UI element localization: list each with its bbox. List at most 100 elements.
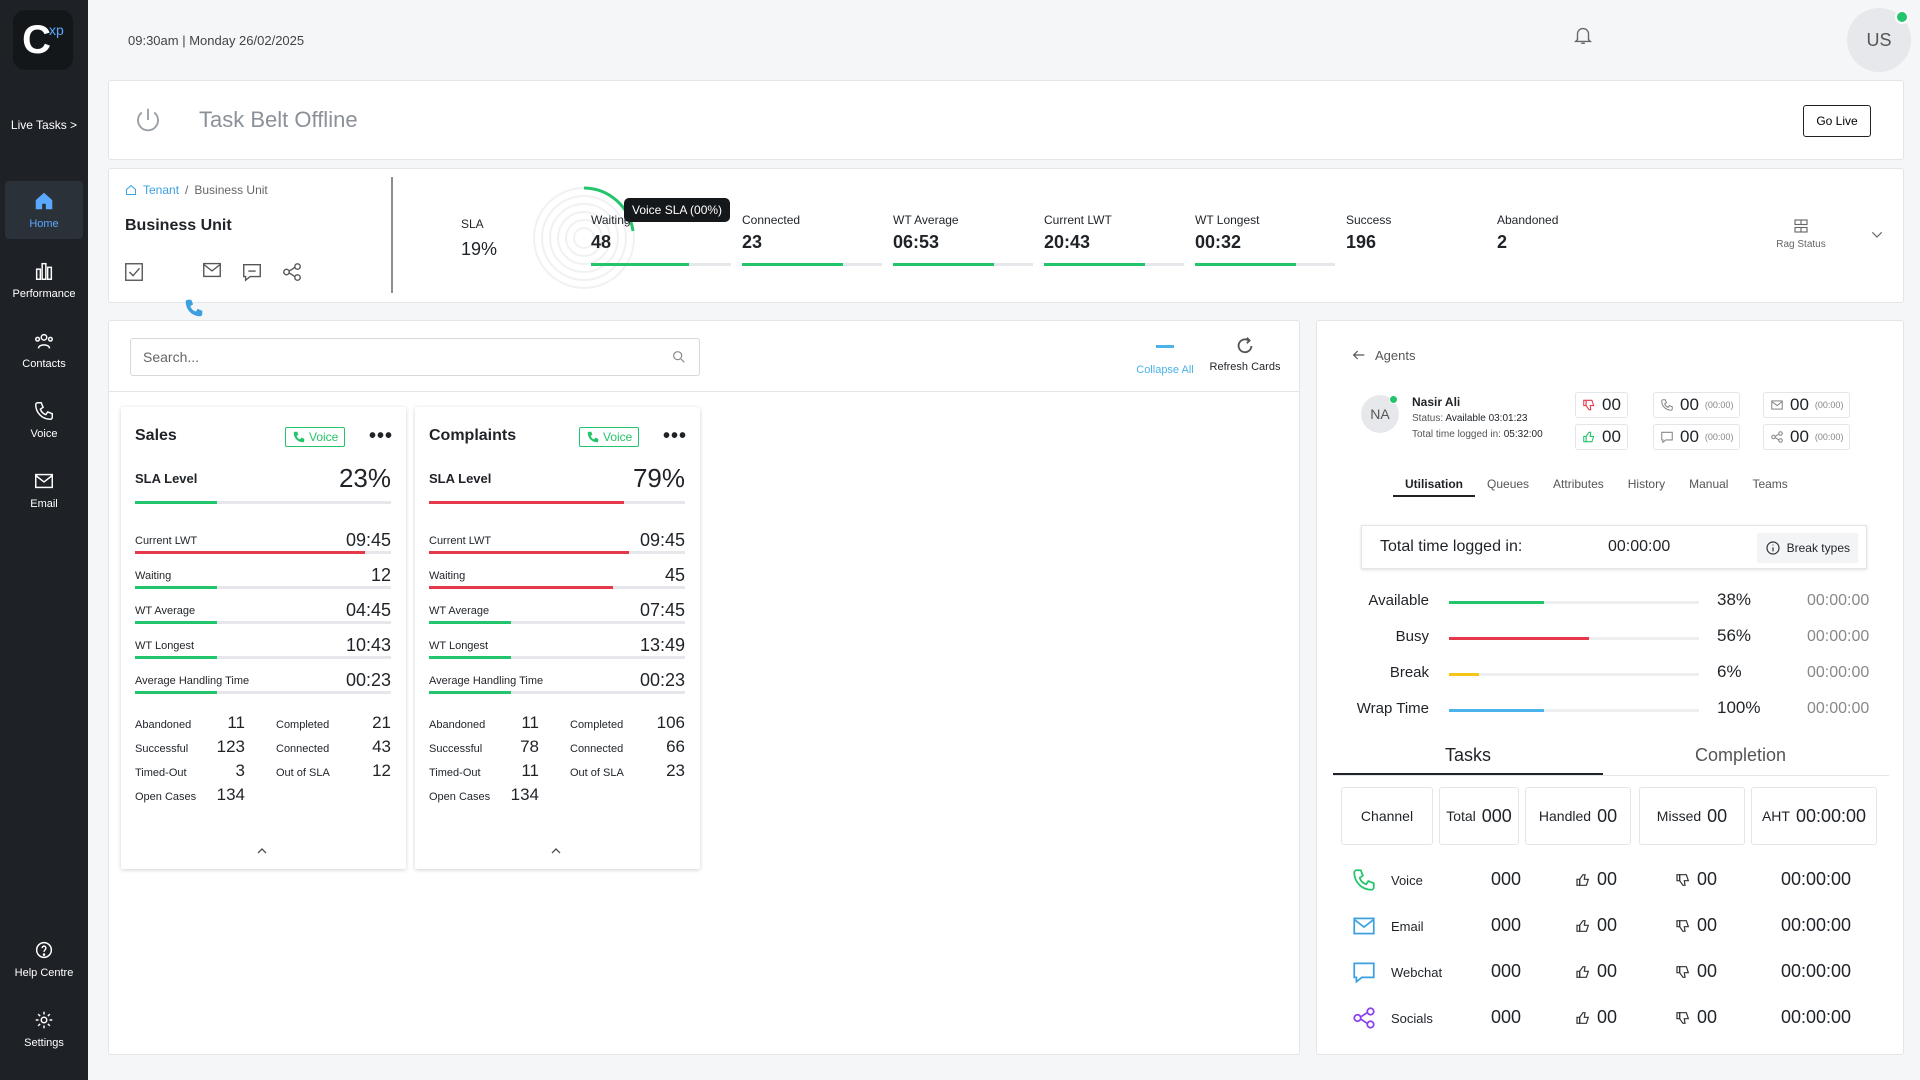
phone-icon <box>35 402 53 420</box>
search-icon <box>673 351 685 363</box>
queue-stat: Timed-Out 3 <box>135 761 245 781</box>
chevron-up-icon[interactable] <box>254 843 270 859</box>
queue-metric-bar <box>429 551 685 554</box>
metric-label: WT Average <box>893 213 959 227</box>
contacts-icon <box>35 333 53 349</box>
bar-chart-icon <box>35 262 53 280</box>
nav-voice[interactable]: Voice <box>5 391 83 449</box>
utilisation-percent: 100% <box>1717 698 1761 717</box>
task-belt-title: Task Belt Offline <box>199 107 358 132</box>
tab-utilisation[interactable]: Utilisation <box>1393 477 1476 497</box>
queue-metric-row: WT Longest 13:49 <box>429 632 685 662</box>
queue-stat-label: Completed <box>570 719 624 731</box>
collapse-all-button[interactable]: Collapse All <box>1130 339 1200 376</box>
queue-stat: Out of SLA 23 <box>570 761 685 781</box>
utilisation-label: Busy <box>1395 628 1429 645</box>
tab-tasks[interactable]: Tasks <box>1445 745 1492 765</box>
metric-label: WT Longest <box>1195 213 1260 227</box>
queue-metric-bar-fill <box>135 621 217 624</box>
agent-status-value: Available <box>1445 413 1486 424</box>
metric-connected: Connected 23 <box>742 213 882 266</box>
utilisation-time: 00:00:00 <box>1807 664 1870 681</box>
tab-history[interactable]: History <box>1627 477 1666 491</box>
phone-active-icon[interactable] <box>183 297 205 319</box>
agents-back-link[interactable]: Agents <box>1351 347 1415 363</box>
breadcrumb-tenant[interactable]: Tenant <box>143 183 180 197</box>
chevron-up-icon[interactable] <box>548 843 564 859</box>
share-count: 00 <box>1790 427 1809 446</box>
go-live-button[interactable]: Go Live <box>1803 105 1871 137</box>
queue-stat-label: Abandoned <box>429 719 486 731</box>
task-row-aht: 00:00:00 <box>1781 915 1852 935</box>
nav-help[interactable]: Help Centre <box>5 930 83 988</box>
email-count: 00 <box>1790 395 1809 414</box>
bell-icon[interactable] <box>1572 24 1594 46</box>
metric-value: 00:32 <box>1195 232 1242 252</box>
tab-completion[interactable]: Completion <box>1695 745 1787 765</box>
queue-stat: Out of SLA 12 <box>276 761 391 781</box>
task-row-webchat: Webchat 000 00 00 00:00:00 <box>1351 955 1871 991</box>
nav-email[interactable]: Email <box>5 461 83 519</box>
nav-home-label: Home <box>29 218 59 230</box>
queue-stat: Abandoned 11 <box>429 713 539 733</box>
tab-manual[interactable]: Manual <box>1689 477 1729 491</box>
nav-settings[interactable]: Settings <box>5 1000 83 1058</box>
nav-home[interactable]: Home <box>5 181 83 239</box>
tabs-divider <box>1333 775 1889 776</box>
tab-queues[interactable]: Queues <box>1487 477 1530 491</box>
queue-metric-bar-fill <box>429 586 614 589</box>
queue-stat: Timed-Out 11 <box>429 761 539 781</box>
metric-bar <box>893 263 1033 266</box>
queue-name: Sales <box>135 427 177 444</box>
more-options-icon[interactable]: ••• <box>663 425 688 447</box>
power-icon[interactable] <box>133 105 163 135</box>
chat-icon[interactable] <box>241 261 263 283</box>
queue-metric-bar-fill <box>429 656 511 659</box>
thumbs-down-icon <box>1676 965 1690 978</box>
break-types-button[interactable]: Break types <box>1756 533 1858 563</box>
live-tasks-link[interactable]: Live Tasks > <box>10 118 78 132</box>
queue-metric-row: Waiting 45 <box>429 562 685 592</box>
task-row-missed: 00 <box>1697 961 1718 981</box>
tab-teams[interactable]: Teams <box>1752 477 1788 491</box>
utilisation-label: Available <box>1368 592 1429 609</box>
nav-contacts[interactable]: Contacts <box>5 321 83 379</box>
task-row-channel: Email <box>1391 919 1424 934</box>
queue-card[interactable]: Complaints Voice ••• SLA Level 79% Current LW… <box>415 407 700 869</box>
queue-stat: Connected 43 <box>276 737 391 757</box>
sla-level-bar <box>135 501 391 504</box>
checkbox-icon[interactable] <box>123 261 145 283</box>
metric-bar-fill <box>893 263 994 266</box>
metric-bar-fill <box>1195 263 1296 266</box>
queue-metric-label: Average Handling Time <box>135 675 250 687</box>
thumbs-up-icon <box>1576 965 1590 978</box>
business-unit-title: Business Unit <box>125 217 232 234</box>
online-status-dot <box>1895 10 1909 24</box>
share-icon[interactable] <box>281 261 303 283</box>
logo-sup: xp <box>49 22 64 38</box>
rag-status[interactable]: Rag Status <box>1771 217 1831 250</box>
queue-stat: Abandoned 11 <box>135 713 245 733</box>
metric-label: Success <box>1346 213 1392 227</box>
queue-metric-value: 00:23 <box>639 670 685 690</box>
breadcrumb: Tenant / Business Unit <box>125 183 268 197</box>
chevron-down-icon[interactable] <box>1869 227 1885 243</box>
task-row-channel: Webchat <box>1391 965 1443 980</box>
phone-icon <box>293 431 305 443</box>
metric-success: Success 196 <box>1346 213 1486 253</box>
tab-attributes[interactable]: Attributes <box>1553 477 1604 491</box>
queue-stat-label: Out of SLA <box>570 767 624 779</box>
queue-card[interactable]: Sales Voice ••• SLA Level 23% Current LWT 09:4… <box>121 407 406 869</box>
queue-metric-label: Waiting <box>429 570 466 582</box>
refresh-cards-button[interactable]: Refresh Cards <box>1207 335 1283 373</box>
nav-performance[interactable]: Performance <box>5 251 83 309</box>
agent-tabs: Utilisation Queues Attributes History Ma… <box>1393 477 1800 497</box>
more-options-icon[interactable]: ••• <box>369 425 394 447</box>
agents-back-label: Agents <box>1375 347 1416 363</box>
queue-stat-label: Connected <box>276 743 330 755</box>
search-input[interactable]: Search... <box>130 338 700 376</box>
header-missed-value: 00 <box>1707 805 1728 826</box>
mail-icon[interactable] <box>201 259 223 281</box>
